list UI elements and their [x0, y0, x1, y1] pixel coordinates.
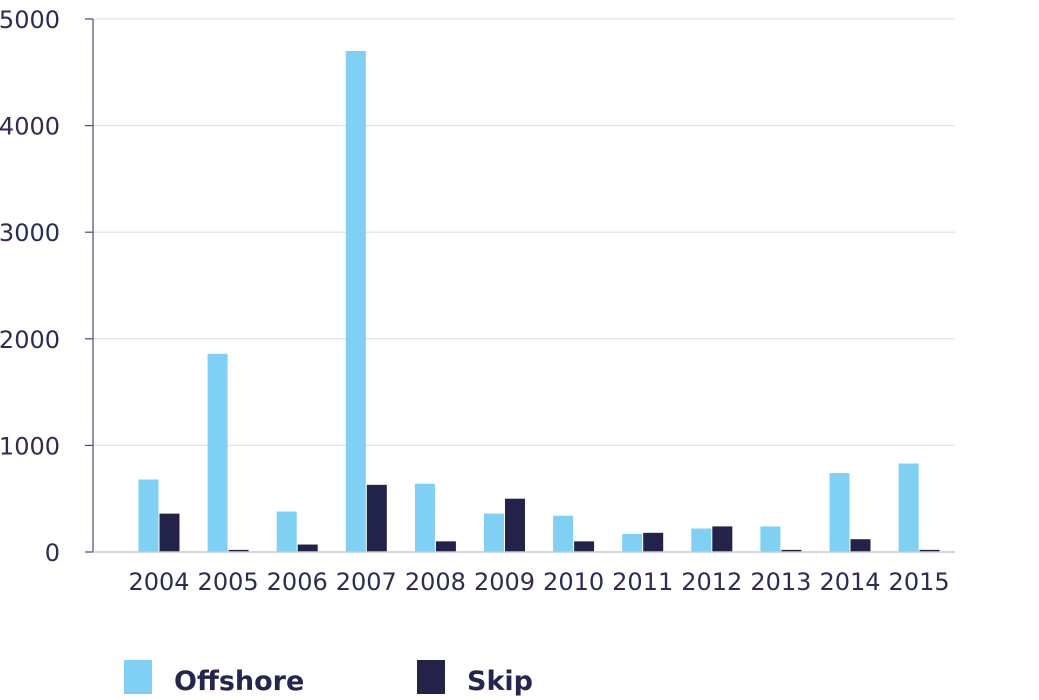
bar-offshore-2011 [622, 533, 643, 552]
bar-skip-2011 [643, 532, 664, 552]
x-tick-label: 2015 [889, 568, 950, 596]
y-tick-label: 2000 [0, 326, 60, 354]
y-tick-label: 3000 [0, 219, 60, 247]
bar-offshore-2006 [276, 511, 297, 552]
y-tick-label: 0 [45, 539, 60, 567]
y-tick-label: 4000 [0, 113, 60, 141]
bar-offshore-2005 [207, 353, 228, 552]
legend-label-skip: Skip [467, 666, 533, 697]
bar-offshore-2007 [345, 50, 366, 552]
x-tick-label: 2008 [405, 568, 466, 596]
x-tick-label: 2010 [543, 568, 604, 596]
x-tick-label: 2006 [267, 568, 328, 596]
legend-swatch-skip [417, 659, 445, 694]
x-tick-label: 2005 [198, 568, 259, 596]
legend-label-offshore: Offshore [174, 666, 305, 697]
bar-skip-2012 [712, 526, 733, 552]
bar-offshore-2012 [691, 528, 712, 552]
bar-offshore-2008 [414, 483, 435, 552]
bar-skip-2010 [574, 541, 595, 552]
bar-offshore-2010 [553, 515, 574, 552]
x-tick-label: 2011 [612, 568, 673, 596]
x-tick-label: 2014 [819, 568, 880, 596]
bar-offshore-2004 [138, 479, 159, 552]
bar-skip-2008 [435, 541, 456, 552]
gridlines [85, 18, 955, 553]
bar-skip-2004 [159, 513, 180, 552]
legend-item-skip: Skip [417, 656, 533, 697]
x-tick-label: 2007 [336, 568, 397, 596]
bar-skip-2005 [228, 549, 249, 552]
bar-offshore-2014 [829, 473, 850, 552]
x-tick-label: 2009 [474, 568, 535, 596]
x-tick-label: 2004 [128, 568, 189, 596]
x-tick-label: 2012 [681, 568, 742, 596]
y-axis-ticks: 0 1000 2000 3000 4000 5000 [0, 6, 60, 567]
bar-offshore-2009 [484, 513, 504, 552]
y-tick-label: 1000 [0, 432, 60, 460]
legend: Offshore Skip [0, 656, 1039, 700]
legend-item-offshore: Offshore [124, 656, 304, 697]
bar-skip-2007 [366, 484, 387, 552]
y-tick-label: 5000 [0, 6, 60, 34]
bar-offshore-2015 [898, 463, 919, 552]
legend-swatch-offshore [124, 659, 152, 694]
bar-skip-2013 [781, 549, 802, 552]
bar-offshore-2013 [760, 526, 781, 552]
x-tick-label: 2013 [750, 568, 811, 596]
bar-skip-2014 [850, 539, 871, 552]
bar-skip-2006 [297, 544, 318, 552]
bars [138, 50, 940, 552]
bar-skip-2009 [505, 498, 525, 552]
bar-skip-2015 [919, 549, 940, 552]
x-axis-ticks: 2004 2005 2006 2007 2008 2009 2010 2011 2012 2013… [128, 568, 949, 596]
